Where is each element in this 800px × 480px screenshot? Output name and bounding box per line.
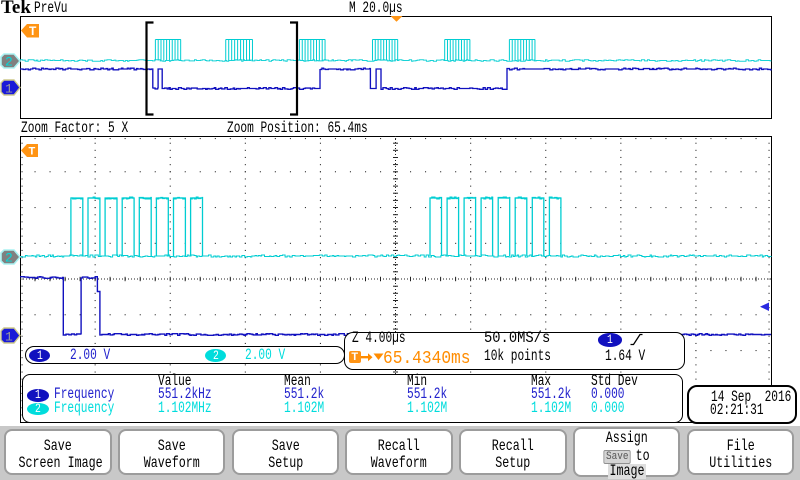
svg-text:2: 2 xyxy=(5,55,13,70)
svg-text:1: 1 xyxy=(5,82,13,97)
svg-text:T: T xyxy=(29,24,37,38)
svg-text:2: 2 xyxy=(5,251,13,266)
svg-text:T: T xyxy=(29,145,36,157)
svg-text:1: 1 xyxy=(5,329,13,344)
